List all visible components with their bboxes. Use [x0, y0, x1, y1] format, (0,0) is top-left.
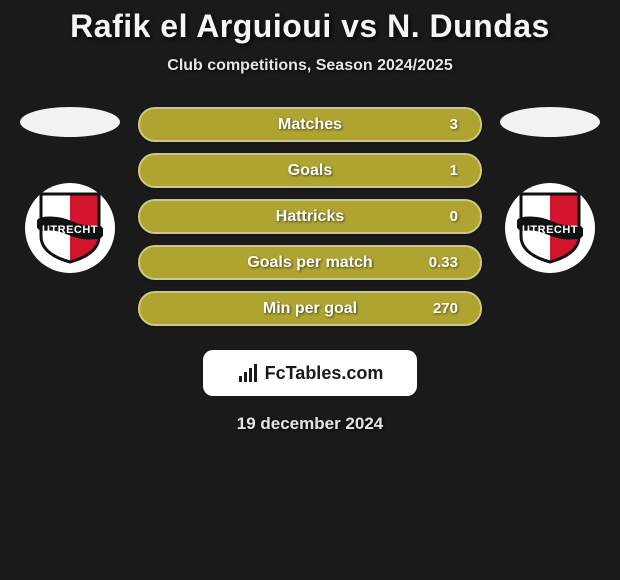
stat-right-value: 270	[418, 300, 458, 317]
stat-label: Matches	[278, 116, 342, 134]
sponsor-text: FcTables.com	[265, 363, 384, 384]
page-title: Rafik el Arguioui vs N. Dundas	[70, 8, 550, 45]
player-left-avatar-placeholder	[20, 107, 120, 137]
stat-right-value: 1	[418, 162, 458, 179]
comparison-card: Rafik el Arguioui vs N. Dundas Club comp…	[0, 0, 620, 580]
utrecht-shield-icon: UTRECHT	[517, 192, 583, 264]
stat-row-gpm: Goals per match 0.33	[138, 245, 482, 280]
stat-label: Goals per match	[247, 254, 372, 272]
stat-row-mpg: Min per goal 270	[138, 291, 482, 326]
svg-text:UTRECHT: UTRECHT	[42, 224, 98, 236]
subtitle: Club competitions, Season 2024/2025	[167, 57, 452, 75]
club-badge-left: UTRECHT	[25, 183, 115, 273]
stat-label: Min per goal	[263, 300, 357, 318]
date-label: 19 december 2024	[237, 414, 384, 434]
stat-row-hattricks: Hattricks 0	[138, 199, 482, 234]
stat-right-value: 0.33	[418, 254, 458, 271]
stat-right-value: 3	[418, 116, 458, 133]
svg-text:UTRECHT: UTRECHT	[522, 224, 578, 236]
stat-row-goals: Goals 1	[138, 153, 482, 188]
player-left-col: UTRECHT	[20, 107, 120, 273]
utrecht-shield-icon: UTRECHT	[37, 192, 103, 264]
chart-icon	[237, 362, 259, 384]
player-right-col: UTRECHT	[500, 107, 600, 273]
stat-label: Goals	[288, 162, 332, 180]
club-badge-right: UTRECHT	[505, 183, 595, 273]
player-right-avatar-placeholder	[500, 107, 600, 137]
main-area: UTRECHT Matches 3 Goals 1 Hattricks 0	[0, 107, 620, 326]
sponsor-badge[interactable]: FcTables.com	[203, 350, 417, 396]
stat-row-matches: Matches 3	[138, 107, 482, 142]
stat-right-value: 0	[418, 208, 458, 225]
stats-column: Matches 3 Goals 1 Hattricks 0 Goals per …	[138, 107, 482, 326]
stat-label: Hattricks	[276, 208, 344, 226]
